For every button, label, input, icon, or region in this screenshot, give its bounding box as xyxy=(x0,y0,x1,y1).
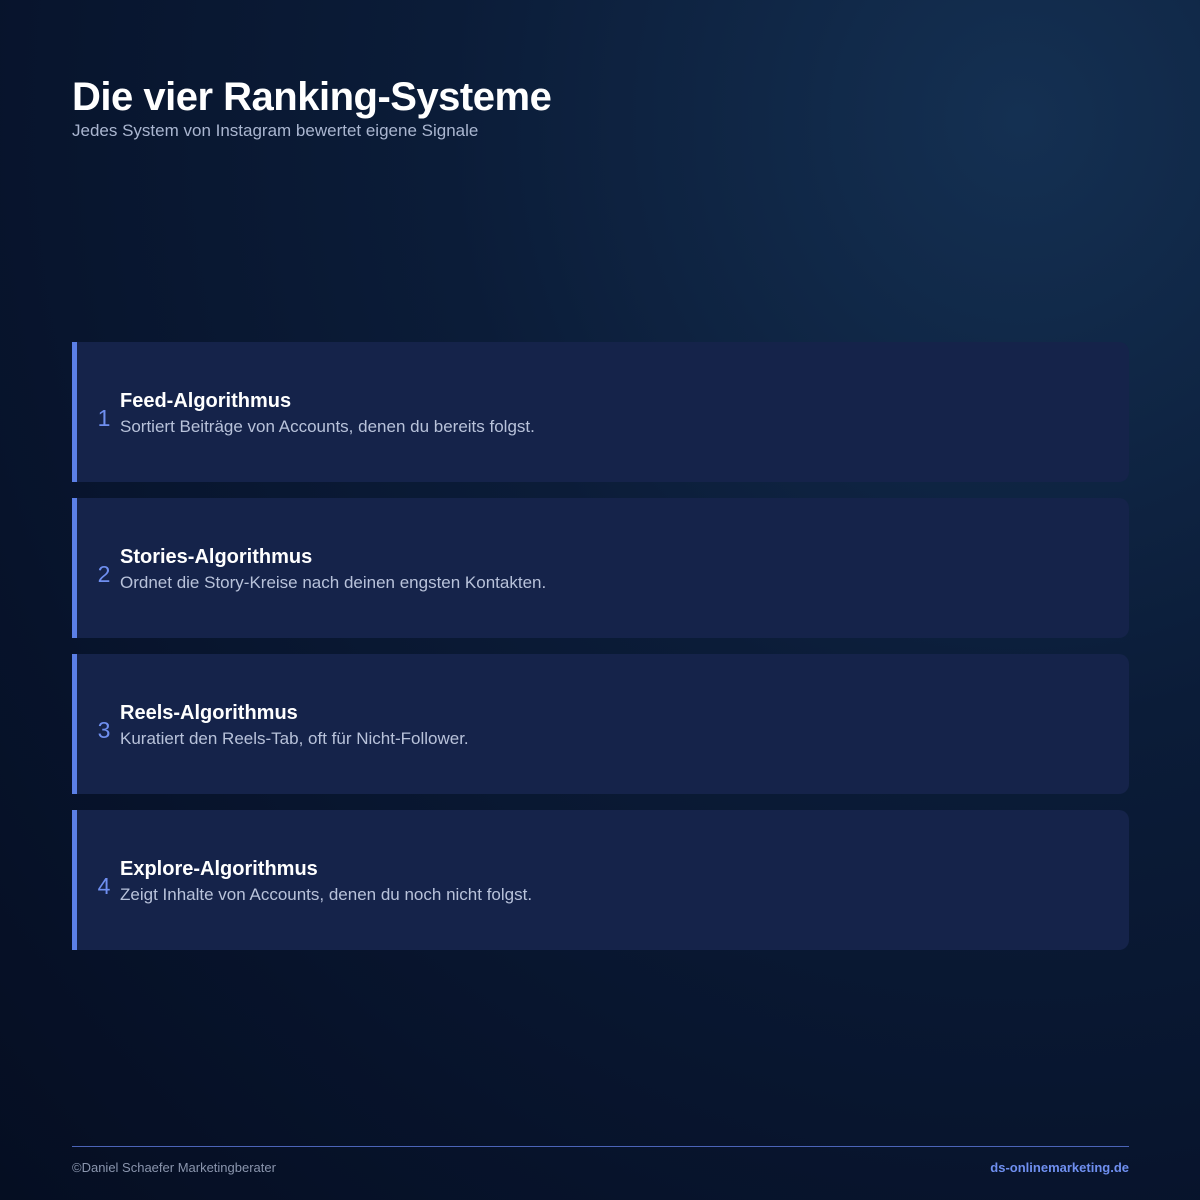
footer-copyright: ©Daniel Schaefer Marketingberater xyxy=(72,1160,276,1175)
card-title: Explore-Algorithmus xyxy=(120,858,318,880)
card-description: Kuratiert den Reels-Tab, oft für Nicht-F… xyxy=(120,729,469,748)
card-number: 3 xyxy=(97,717,111,743)
footer-website-link[interactable]: ds-onlinemarketing.de xyxy=(990,1160,1129,1175)
card-title: Reels-Algorithmus xyxy=(120,702,298,724)
ranking-systems-list: 1 Feed-Algorithmus Sortiert Beiträge von… xyxy=(72,342,1129,966)
card-description: Ordnet die Story-Kreise nach deinen engs… xyxy=(120,573,547,592)
page-subtitle: Jedes System von Instagram bewertet eige… xyxy=(72,121,479,140)
card-feed-algorithm: 1 Feed-Algorithmus Sortiert Beiträge von… xyxy=(72,342,1129,482)
card-description: Sortiert Beiträge von Accounts, denen du… xyxy=(120,417,535,436)
footer-divider xyxy=(72,1146,1129,1147)
card-explore-algorithm: 4 Explore-Algorithmus Zeigt Inhalte von … xyxy=(72,810,1129,950)
card-description: Zeigt Inhalte von Accounts, denen du noc… xyxy=(120,885,533,904)
card-number: 2 xyxy=(97,561,111,587)
card-reels-algorithm: 3 Reels-Algorithmus Kuratiert den Reels-… xyxy=(72,654,1129,794)
card-stories-algorithm: 2 Stories-Algorithmus Ordnet die Story-K… xyxy=(72,498,1129,638)
card-title: Stories-Algorithmus xyxy=(120,546,313,568)
header: Die vier Ranking-Systeme Jedes System vo… xyxy=(72,74,552,142)
card-title: Feed-Algorithmus xyxy=(120,390,292,412)
card-number: 1 xyxy=(97,405,111,431)
card-number: 4 xyxy=(97,873,111,899)
page-title: Die vier Ranking-Systeme xyxy=(72,75,552,119)
